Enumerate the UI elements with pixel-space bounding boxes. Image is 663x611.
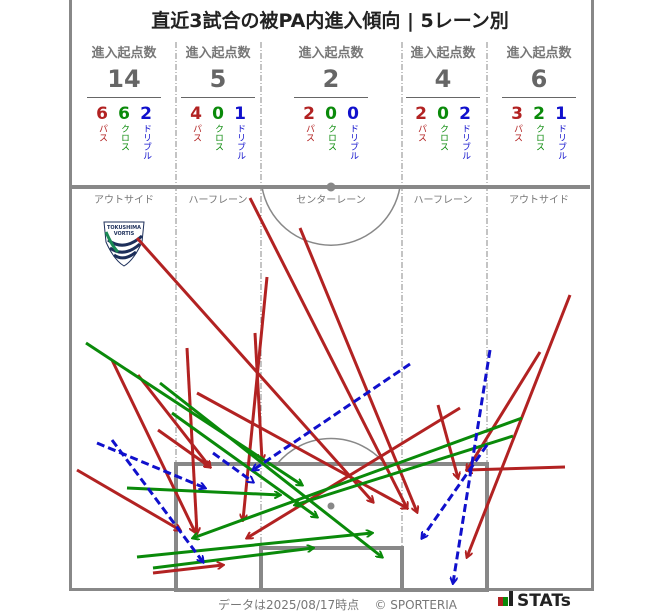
entry-count-label: 進入起点数 (185, 46, 251, 61)
lane-stats: 進入起点数 4 2 パス 0 クロス 2 ドリブル (398, 42, 488, 160)
chart-title: 直近3試合の被PA内進入傾向 | 5レーン別 (151, 10, 509, 32)
dribble-count: 1 (555, 104, 567, 124)
pass-arrow (76, 468, 180, 530)
dribble-count: 2 (459, 104, 471, 124)
entry-total: 5 (209, 65, 227, 93)
pass-arrow (135, 237, 373, 502)
penalty-spot (327, 502, 335, 510)
lane-stats: 進入起点数 2 2 パス 0 クロス 0 ドリブル (286, 42, 376, 160)
entry-count-label: 進入起点数 (91, 46, 157, 61)
pass-count: 3 (511, 104, 523, 124)
pass-arrow (253, 332, 262, 460)
lane-name: アウトサイド (94, 195, 154, 206)
dribble-arrow (453, 349, 492, 583)
dribble-label: ドリブル (235, 124, 245, 160)
cross-label: クロス (119, 124, 129, 151)
pass-count: 4 (190, 104, 202, 124)
divider (406, 97, 480, 98)
divider (87, 97, 161, 98)
pass-arrow (110, 359, 195, 532)
dribble-arrow (96, 441, 205, 488)
entry-total: 14 (107, 65, 141, 93)
cross-label: クロス (438, 124, 448, 151)
footer-note: データは2025/08/17時点 © SPORTERIA (218, 596, 457, 611)
lane-name: ハーフレーン (188, 195, 248, 206)
dribble-count: 2 (140, 104, 152, 124)
lane-stats: 進入起点数 6 3 パス 2 クロス 1 ドリブル (494, 42, 584, 160)
pass-label: パス (512, 124, 522, 142)
cross-arrow (126, 486, 280, 495)
cross-arrow (136, 533, 372, 559)
lane-name: ハーフレーン (413, 195, 473, 206)
pass-arrow (467, 351, 542, 470)
cross-arrow (152, 548, 313, 570)
center-circle (261, 186, 401, 246)
copyright: © SPORTERIA (374, 598, 458, 611)
pass-label: パス (416, 124, 426, 142)
cross-count: 0 (437, 104, 449, 124)
divider (294, 97, 368, 98)
pass-arrow (136, 374, 210, 467)
entry-count-label: 進入起点数 (410, 46, 476, 61)
pass-count: 2 (415, 104, 427, 124)
cross-count: 0 (212, 104, 224, 124)
dribble-arrow (253, 362, 411, 470)
pass-arrow (436, 404, 458, 478)
center-spot (326, 182, 336, 192)
entry-total: 4 (434, 65, 452, 93)
cross-arrow (193, 416, 523, 538)
pass-arrow (467, 294, 572, 557)
logo: TOKUSHIMA VORTIS (103, 221, 145, 267)
entry-count-label: 進入起点数 (298, 46, 364, 61)
lane-stats: 進入起点数 14 6 パス 6 クロス 2 ドリブル (79, 42, 169, 160)
pass-count: 6 (96, 104, 108, 124)
dribble-arrow (422, 444, 489, 538)
lane-stats: 進入起点数 5 4 パス 0 クロス 1 ドリブル (173, 42, 263, 160)
cross-label: クロス (534, 124, 544, 151)
dribble-label: ドリブル (141, 124, 151, 160)
dribble-label: ドリブル (348, 124, 358, 160)
entry-total: 6 (530, 65, 548, 93)
dribble-arrow (212, 451, 253, 482)
pass-arrow (157, 428, 210, 467)
entry-total: 2 (322, 65, 340, 93)
cross-arrow (159, 381, 382, 557)
pass-arrow (467, 465, 566, 470)
dribble-count: 1 (234, 104, 246, 124)
cross-arrow (295, 434, 514, 505)
pass-arrow (247, 406, 461, 538)
lane-name: センターレーン (296, 195, 366, 206)
cross-count: 6 (118, 104, 130, 124)
dribble-count: 0 (347, 104, 359, 124)
penalty-arc (276, 437, 386, 465)
entry-arrows (76, 197, 572, 583)
divider (502, 97, 576, 98)
cross-label: クロス (213, 124, 223, 151)
pass-arrow (185, 347, 197, 533)
stats-logo: STATs (498, 591, 571, 611)
dribble-arrow (110, 439, 203, 562)
cross-count: 2 (533, 104, 545, 124)
divider (181, 97, 255, 98)
pass-label: パス (191, 124, 201, 142)
svg-text:VORTIS: VORTIS (114, 231, 135, 237)
svg-text:TOKUSHIMA: TOKUSHIMA (107, 225, 141, 231)
goal-area (259, 546, 404, 592)
cross-label: クロス (326, 124, 336, 151)
pass-arrow (243, 276, 269, 520)
entry-count-label: 進入起点数 (506, 46, 572, 61)
pass-count: 2 (303, 104, 315, 124)
pass-arrow (152, 565, 223, 575)
pass-label: パス (97, 124, 107, 142)
dribble-label: ドリブル (556, 124, 566, 160)
cross-count: 0 (325, 104, 337, 124)
dribble-label: ドリブル (460, 124, 470, 160)
data-date: データは2025/08/17時点 (218, 598, 360, 611)
pass-label: パス (304, 124, 314, 142)
pass-arrow (196, 391, 407, 508)
lane-name: アウトサイド (509, 195, 569, 206)
